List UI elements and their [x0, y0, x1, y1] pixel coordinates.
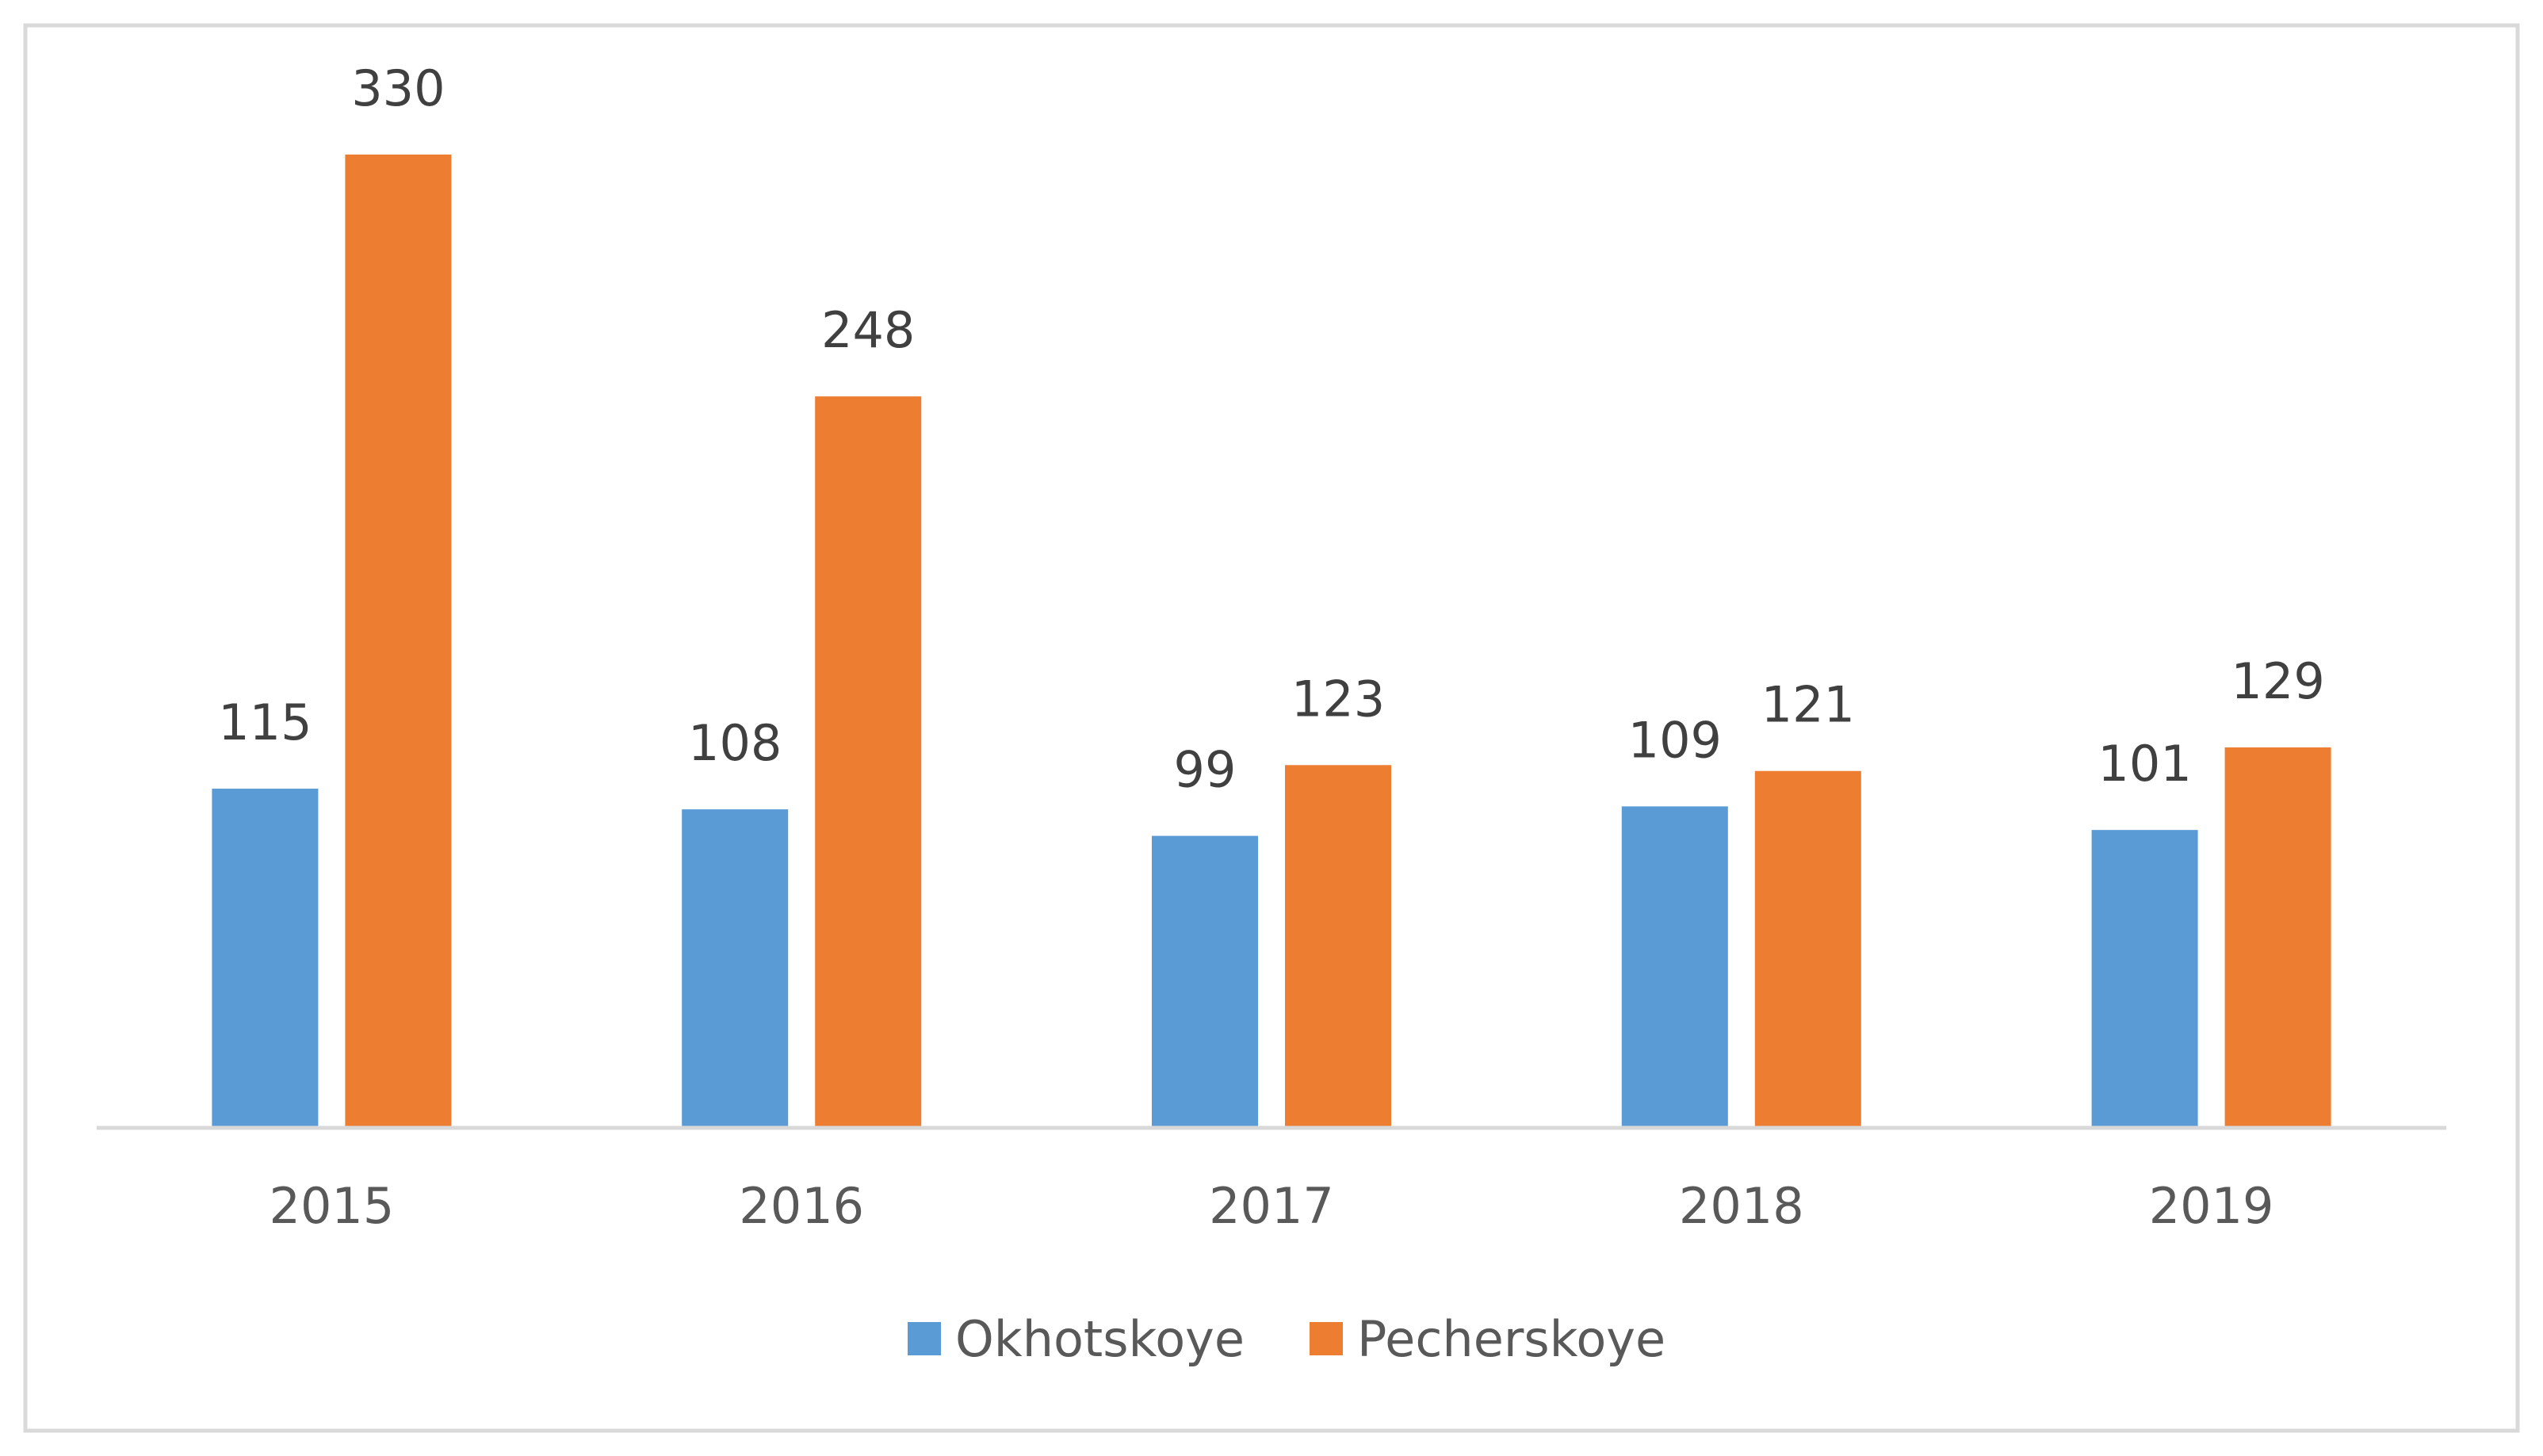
legend-label-okhotskoye: Okhotskoye	[955, 1310, 1245, 1368]
legend-swatch-okhotskoye	[908, 1322, 941, 1355]
data-label-pecherskoye-2016: 248	[821, 301, 915, 359]
legend-label-pecherskoye: Pecherskoye	[1357, 1310, 1665, 1368]
bar-okhotskoye-2015	[212, 789, 319, 1128]
data-label-okhotskoye-2016: 108	[688, 714, 782, 772]
data-label-okhotskoye-2019: 101	[2097, 735, 2191, 793]
x-tick-label-2019: 2019	[2149, 1177, 2274, 1235]
data-labels-layer: 115 330 108 248 99 123 109 121 101 129	[218, 59, 2325, 799]
legend-swatch-pecherskoye	[1310, 1322, 1343, 1355]
x-tick-label-2016: 2016	[739, 1177, 864, 1235]
x-tick-label-2015: 2015	[270, 1177, 395, 1235]
bar-pecherskoye-2016	[815, 396, 922, 1128]
bar-pecherskoye-2015	[345, 155, 452, 1128]
bar-okhotskoye-2017	[1152, 835, 1258, 1128]
data-label-okhotskoye-2015: 115	[218, 694, 312, 751]
x-tick-labels-layer: 2015 2016 2017 2018 2019	[270, 1177, 2274, 1235]
data-label-pecherskoye-2017: 123	[1291, 670, 1385, 728]
data-label-okhotskoye-2018: 109	[1628, 711, 1722, 769]
legend: Okhotskoye Pecherskoye	[908, 1310, 1665, 1368]
bar-okhotskoye-2018	[1621, 806, 1728, 1128]
data-label-pecherskoye-2018: 121	[1761, 676, 1855, 734]
x-tick-label-2018: 2018	[1679, 1177, 1804, 1235]
bar-pecherskoye-2017	[1285, 765, 1391, 1128]
data-label-pecherskoye-2019: 129	[2231, 652, 2324, 710]
x-tick-label-2017: 2017	[1209, 1177, 1334, 1235]
data-label-okhotskoye-2017: 99	[1174, 741, 1237, 799]
bar-okhotskoye-2016	[682, 809, 789, 1128]
bar-pecherskoye-2019	[2224, 747, 2331, 1128]
bar-pecherskoye-2018	[1754, 770, 1861, 1128]
bars-layer	[212, 155, 2331, 1128]
data-label-pecherskoye-2015: 330	[351, 59, 445, 117]
bar-okhotskoye-2019	[2091, 830, 2198, 1128]
